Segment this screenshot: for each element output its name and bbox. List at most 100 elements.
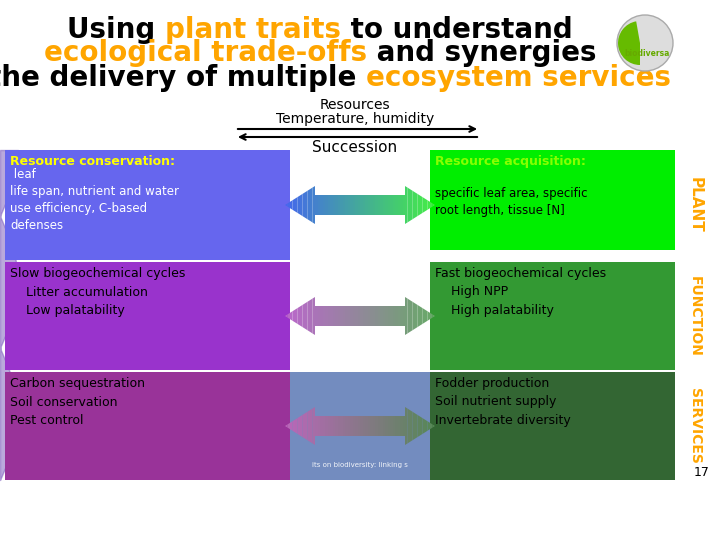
Polygon shape bbox=[358, 306, 360, 327]
Polygon shape bbox=[338, 306, 340, 327]
Polygon shape bbox=[335, 416, 338, 436]
Polygon shape bbox=[400, 306, 402, 327]
Text: Carbon sequestration
Soil conservation
Pest control: Carbon sequestration Soil conservation P… bbox=[10, 377, 145, 427]
Polygon shape bbox=[385, 306, 387, 327]
Polygon shape bbox=[425, 309, 428, 322]
Polygon shape bbox=[405, 407, 408, 445]
Polygon shape bbox=[380, 306, 382, 327]
Polygon shape bbox=[415, 413, 418, 438]
Polygon shape bbox=[415, 303, 418, 329]
Polygon shape bbox=[333, 194, 335, 215]
Text: Resource conservation:: Resource conservation: bbox=[10, 155, 175, 168]
Polygon shape bbox=[295, 308, 297, 324]
Polygon shape bbox=[387, 306, 390, 327]
Polygon shape bbox=[382, 416, 385, 436]
Polygon shape bbox=[372, 416, 375, 436]
Polygon shape bbox=[413, 411, 415, 440]
Polygon shape bbox=[420, 195, 423, 214]
Polygon shape bbox=[340, 416, 343, 436]
Polygon shape bbox=[362, 194, 365, 215]
Polygon shape bbox=[408, 187, 410, 222]
Polygon shape bbox=[360, 194, 362, 215]
Polygon shape bbox=[408, 299, 410, 333]
Text: Slow biogeochemical cycles
    Litter accumulation
    Low palatability: Slow biogeochemical cycles Litter accumu… bbox=[10, 267, 185, 317]
Text: biodiversa: biodiversa bbox=[624, 49, 670, 57]
Text: ecosystem services: ecosystem services bbox=[366, 64, 671, 92]
Polygon shape bbox=[328, 416, 330, 436]
Polygon shape bbox=[370, 306, 372, 327]
Polygon shape bbox=[382, 306, 385, 327]
Polygon shape bbox=[400, 416, 402, 436]
Polygon shape bbox=[420, 416, 423, 435]
Polygon shape bbox=[413, 191, 415, 219]
Polygon shape bbox=[365, 416, 367, 436]
Polygon shape bbox=[433, 424, 435, 428]
Polygon shape bbox=[290, 311, 292, 321]
Polygon shape bbox=[305, 191, 307, 219]
Polygon shape bbox=[285, 314, 287, 318]
Polygon shape bbox=[353, 306, 355, 327]
Polygon shape bbox=[430, 313, 433, 319]
Polygon shape bbox=[360, 416, 362, 436]
Polygon shape bbox=[323, 194, 325, 215]
Polygon shape bbox=[315, 416, 318, 436]
Polygon shape bbox=[405, 186, 408, 224]
Text: Fast biogeochemical cycles
    High NPP
    High palatability: Fast biogeochemical cycles High NPP High… bbox=[435, 267, 606, 317]
Polygon shape bbox=[300, 305, 302, 327]
Polygon shape bbox=[310, 187, 312, 222]
Polygon shape bbox=[423, 418, 425, 434]
Polygon shape bbox=[367, 306, 370, 327]
Polygon shape bbox=[345, 306, 348, 327]
Polygon shape bbox=[365, 194, 367, 215]
Text: leaf
life span, nutrient and water
use efficiency, C-based
defenses: leaf life span, nutrient and water use e… bbox=[10, 168, 179, 232]
Polygon shape bbox=[380, 194, 382, 215]
Polygon shape bbox=[320, 194, 323, 215]
Text: Temperature, humidity: Temperature, humidity bbox=[276, 112, 434, 126]
Polygon shape bbox=[372, 194, 375, 215]
Polygon shape bbox=[428, 311, 430, 321]
Polygon shape bbox=[423, 197, 425, 213]
Text: Resources: Resources bbox=[320, 98, 390, 112]
Polygon shape bbox=[328, 194, 330, 215]
Polygon shape bbox=[300, 415, 302, 437]
Polygon shape bbox=[338, 416, 340, 436]
Polygon shape bbox=[402, 194, 405, 215]
Polygon shape bbox=[402, 306, 405, 327]
Polygon shape bbox=[397, 306, 400, 327]
Wedge shape bbox=[618, 22, 640, 65]
Polygon shape bbox=[310, 299, 312, 333]
Text: to understand: to understand bbox=[341, 16, 573, 44]
Polygon shape bbox=[380, 416, 382, 436]
Text: in the delivery of multiple: in the delivery of multiple bbox=[0, 64, 366, 92]
Polygon shape bbox=[418, 194, 420, 216]
Polygon shape bbox=[395, 416, 397, 436]
Polygon shape bbox=[348, 194, 350, 215]
Polygon shape bbox=[325, 416, 328, 436]
Polygon shape bbox=[325, 194, 328, 215]
Polygon shape bbox=[318, 416, 320, 436]
Polygon shape bbox=[318, 306, 320, 327]
Polygon shape bbox=[375, 416, 377, 436]
Polygon shape bbox=[355, 416, 358, 436]
Polygon shape bbox=[390, 306, 392, 327]
Polygon shape bbox=[290, 200, 292, 210]
Polygon shape bbox=[387, 416, 390, 436]
Polygon shape bbox=[343, 416, 345, 436]
Polygon shape bbox=[418, 305, 420, 327]
Polygon shape bbox=[320, 416, 323, 436]
Polygon shape bbox=[320, 306, 323, 327]
Polygon shape bbox=[355, 306, 358, 327]
Polygon shape bbox=[410, 189, 413, 221]
Polygon shape bbox=[290, 421, 292, 431]
Polygon shape bbox=[292, 420, 295, 433]
Polygon shape bbox=[287, 202, 290, 208]
Polygon shape bbox=[358, 416, 360, 436]
Polygon shape bbox=[350, 194, 353, 215]
Polygon shape bbox=[302, 413, 305, 438]
Polygon shape bbox=[348, 416, 350, 436]
Polygon shape bbox=[302, 303, 305, 329]
Polygon shape bbox=[433, 314, 435, 318]
Text: ecological trade-offs: ecological trade-offs bbox=[44, 39, 366, 67]
Polygon shape bbox=[325, 306, 328, 327]
Polygon shape bbox=[367, 416, 370, 436]
